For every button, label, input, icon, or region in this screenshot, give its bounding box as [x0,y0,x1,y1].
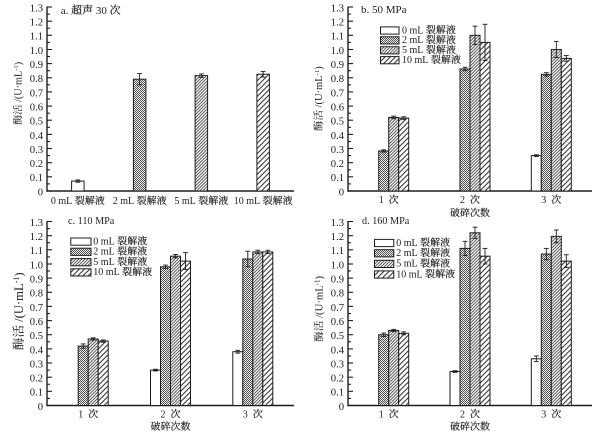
svg-text:/(U·mL: /(U·mL [314,285,326,320]
svg-text:3: 3 [243,409,253,420]
svg-text:a.: a. [61,5,71,17]
svg-text:0 mL: 0 mL [402,25,426,36]
svg-text:0.4: 0.4 [331,131,345,142]
svg-text:0.2: 0.2 [331,159,344,170]
svg-text:0.7: 0.7 [30,303,43,314]
svg-text:1.2: 1.2 [331,232,344,243]
svg-text:2 mL: 2 mL [113,196,137,207]
svg-text:0 mL: 0 mL [93,236,117,247]
svg-text:-1: -1 [314,279,321,285]
svg-text:b. 50 MPa: b. 50 MPa [361,4,407,16]
svg-text:0.4: 0.4 [30,345,44,356]
svg-text:0.9: 0.9 [331,60,344,71]
svg-text:2: 2 [460,409,470,420]
svg-text:1.3: 1.3 [30,3,43,14]
svg-text:1: 1 [379,409,389,420]
svg-text:1.0: 1.0 [30,260,43,271]
svg-text:5 mL: 5 mL [396,259,420,270]
svg-text:1: 1 [379,195,389,206]
svg-text:1.3: 1.3 [331,3,344,14]
svg-text:/(U·mL: /(U·mL [13,71,24,105]
svg-text:2: 2 [460,195,470,206]
svg-text:/(U·mL: /(U·mL [12,283,26,325]
svg-text:0.5: 0.5 [331,331,344,342]
svg-text:0.8: 0.8 [331,289,344,300]
svg-text:3: 3 [541,195,551,206]
svg-text:0 mL: 0 mL [51,196,75,207]
svg-text:5 mL: 5 mL [93,257,117,268]
svg-text:0.2: 0.2 [331,374,344,385]
svg-text:2 mL: 2 mL [402,35,426,46]
svg-text:0.3: 0.3 [331,359,344,370]
svg-text:0.1: 0.1 [30,388,43,399]
svg-text:1.2: 1.2 [30,232,43,243]
svg-text:0.7: 0.7 [331,88,344,99]
svg-text:0.4: 0.4 [331,345,345,356]
svg-text:0 mL: 0 mL [396,238,420,249]
svg-text:0.5: 0.5 [331,117,344,128]
svg-text:/(U·mL: /(U·mL [314,75,325,110]
svg-text:10 mL: 10 mL [402,55,431,66]
svg-text:2: 2 [161,409,171,420]
svg-text:-1: -1 [314,70,321,76]
svg-text:0.6: 0.6 [331,317,344,328]
svg-text:0.2: 0.2 [30,159,43,170]
svg-text:10 mL: 10 mL [396,269,425,280]
svg-text:1.0: 1.0 [331,260,344,271]
svg-text:0.1: 0.1 [331,173,344,184]
svg-text:): ) [314,66,325,70]
svg-text:1.2: 1.2 [331,18,344,29]
svg-text:1.1: 1.1 [30,32,43,43]
svg-text:0.4: 0.4 [30,131,44,142]
svg-text:0.2: 0.2 [30,374,43,385]
svg-text:0.8: 0.8 [30,74,43,85]
svg-text:0.7: 0.7 [331,303,344,314]
svg-text:10 mL: 10 mL [93,267,122,278]
svg-text:1.1: 1.1 [30,246,43,257]
svg-text:1.3: 1.3 [331,218,344,229]
svg-text:): ) [12,272,26,276]
svg-text:10 mL: 10 mL [234,196,263,207]
svg-text:d. 160 MPa: d. 160 MPa [362,216,410,227]
svg-text:0.7: 0.7 [30,88,43,99]
svg-text:1.2: 1.2 [30,18,43,29]
svg-text:-1: -1 [12,277,21,284]
svg-text:): ) [314,276,326,280]
svg-text:0: 0 [38,187,43,198]
svg-text:0.9: 0.9 [331,275,344,286]
svg-text:1.3: 1.3 [30,218,43,229]
svg-text:0.3: 0.3 [331,145,344,156]
svg-text:0.6: 0.6 [331,103,344,114]
svg-text:0: 0 [339,187,344,198]
svg-text:1.0: 1.0 [30,46,43,57]
svg-text:-1: -1 [13,65,20,70]
svg-text:0.1: 0.1 [331,388,344,399]
svg-text:1.1: 1.1 [331,246,344,257]
svg-text:0.3: 0.3 [30,359,43,370]
svg-text:1.1: 1.1 [331,32,344,43]
svg-text:3: 3 [541,409,551,420]
svg-text:5 mL: 5 mL [174,196,198,207]
svg-text:0.9: 0.9 [30,60,43,71]
svg-text:30: 30 [93,5,110,17]
svg-text:2 mL: 2 mL [396,248,420,259]
svg-text:0.1: 0.1 [30,173,43,184]
svg-text:1: 1 [78,409,88,420]
svg-text:): ) [13,62,24,65]
svg-text:1.0: 1.0 [331,46,344,57]
svg-text:5 mL: 5 mL [402,45,426,56]
svg-text:0.6: 0.6 [30,317,43,328]
svg-text:0.6: 0.6 [30,103,43,114]
svg-text:0.5: 0.5 [30,117,43,128]
svg-text:0.8: 0.8 [331,74,344,85]
svg-text:0.9: 0.9 [30,275,43,286]
svg-text:0.5: 0.5 [30,331,43,342]
svg-text:c. 110 MPa: c. 110 MPa [68,216,115,227]
svg-text:0.8: 0.8 [30,289,43,300]
svg-text:0: 0 [339,402,344,413]
svg-text:0: 0 [38,402,43,413]
svg-text:2 mL: 2 mL [93,247,117,258]
svg-text:0.3: 0.3 [30,145,43,156]
